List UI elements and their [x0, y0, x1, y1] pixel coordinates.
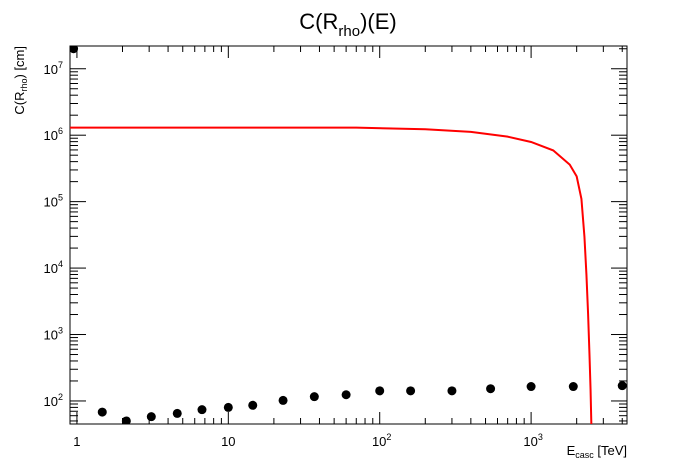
curve-line — [70, 126, 593, 424]
data-point — [197, 405, 207, 415]
y-tick-label: 103 — [44, 326, 63, 343]
data-point — [375, 386, 385, 396]
data-point — [121, 416, 131, 424]
x-axis-title: Ecasc [TeV] — [567, 443, 627, 460]
y-tick-label: 104 — [44, 259, 63, 276]
data-point — [70, 46, 79, 54]
data-point — [568, 382, 578, 392]
x-tick-label: 10 — [221, 434, 235, 449]
y-axis-title-sub: rho — [19, 79, 29, 92]
chart-title-tail: )(E) — [360, 9, 397, 34]
data-point — [406, 386, 416, 396]
chart-title-sub: rho — [338, 23, 360, 40]
plot-frame — [69, 45, 628, 425]
y-tick-label: 106 — [44, 126, 63, 143]
data-point — [172, 408, 182, 418]
plot-area-border — [69, 45, 628, 425]
x-tick-label: 102 — [372, 432, 391, 449]
x-tick-label: 103 — [523, 432, 542, 449]
data-series — [70, 46, 627, 424]
y-tick-label: 102 — [44, 392, 63, 409]
data-point — [97, 407, 107, 417]
y-axis-title: C(Rrho) [cm] — [12, 46, 29, 115]
data-point — [447, 386, 457, 396]
x-axis-title-main: E — [567, 443, 576, 458]
x-axis-title-sub: casc — [575, 450, 594, 460]
data-point — [341, 390, 351, 400]
y-axis-title-tail: ) [cm] — [12, 46, 27, 79]
chart-title: C(Rrho)(E) — [299, 9, 396, 40]
axis-labels: 1 10 102 103 102 103 104 105 106 107 — [44, 60, 543, 449]
data-point — [146, 412, 156, 422]
data-point — [486, 384, 496, 394]
x-axis-title-tail: [TeV] — [594, 443, 627, 458]
y-tick-label: 107 — [44, 60, 63, 77]
data-point — [309, 392, 319, 402]
data-point — [526, 382, 536, 392]
chart-title-main: C(R — [299, 9, 338, 34]
y-axis-title-main: C(R — [12, 92, 27, 115]
data-point — [248, 400, 258, 410]
y-tick-label: 105 — [44, 193, 63, 210]
data-point — [223, 402, 233, 412]
x-tick-label: 1 — [73, 434, 80, 449]
data-point — [278, 395, 288, 405]
axis-ticks — [69, 46, 627, 424]
data-point — [617, 381, 627, 391]
